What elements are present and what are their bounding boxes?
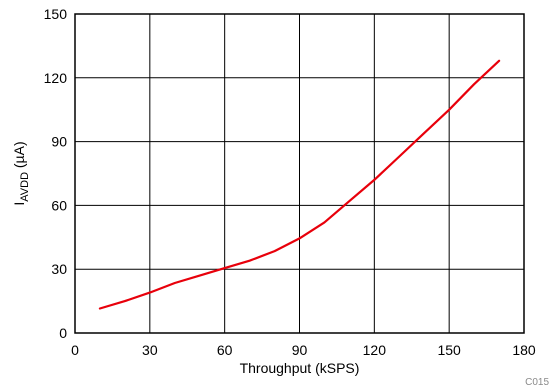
x-tick-label: 180 — [512, 342, 536, 358]
x-tick-label: 150 — [437, 342, 461, 358]
x-tick-label: 90 — [292, 342, 308, 358]
x-axis-title: Throughput (kSPS) — [240, 360, 360, 376]
x-tick-label: 0 — [71, 342, 79, 358]
figure-id: C015 — [525, 377, 549, 387]
plot-frame — [74, 13, 525, 334]
y-tick-label: 30 — [51, 261, 67, 277]
series-layer — [98, 59, 501, 310]
y-tick-label: 60 — [51, 197, 67, 213]
y-axis-title-subscript: AVDD — [19, 172, 31, 202]
series-line — [98, 59, 501, 310]
grid — [74, 13, 525, 334]
y-axis-title-main: I — [11, 202, 27, 206]
x-tick-labels: 0 30 60 90 120 150 180 — [71, 342, 536, 358]
x-tick-label: 30 — [142, 342, 158, 358]
y-tick-label: 150 — [44, 6, 68, 22]
y-axis-title-unit: (µA) — [11, 141, 27, 172]
y-tick-label: 0 — [59, 325, 67, 341]
x-tick-label: 60 — [217, 342, 233, 358]
y-tick-labels: 0 30 60 90 120 150 — [44, 6, 68, 341]
y-axis-title: IAVDD (µA) — [11, 141, 31, 205]
y-tick-label: 120 — [44, 70, 68, 86]
x-tick-label: 120 — [363, 342, 387, 358]
y-tick-label: 90 — [51, 134, 67, 150]
